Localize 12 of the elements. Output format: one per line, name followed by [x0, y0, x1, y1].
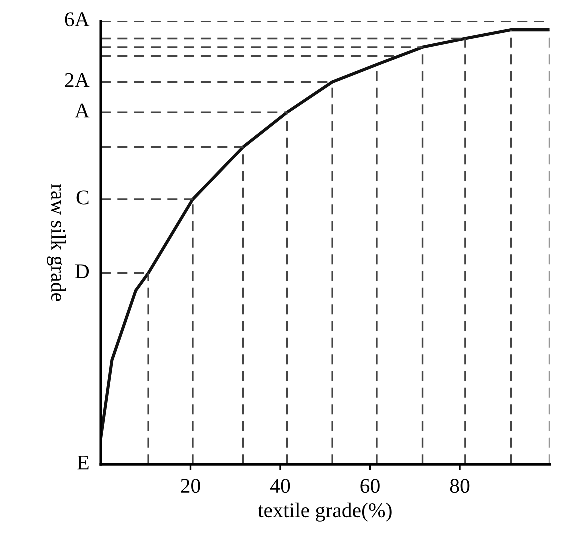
- x-tick-label: 40: [270, 479, 290, 494]
- x-tick-label: 80: [450, 479, 470, 494]
- y-axis-title: raw silk grade: [47, 184, 66, 302]
- ref-line-label: D: [75, 264, 90, 278]
- ref-line-label: A: [75, 104, 90, 118]
- ref-line-label: 6A: [65, 12, 90, 27]
- ref-line-label: 2A: [65, 73, 90, 88]
- text: E: [78, 456, 89, 470]
- x-tick-label: 20: [181, 479, 200, 494]
- x-tick-label: 60: [360, 479, 380, 494]
- x-axis-title: textile grade(%): [258, 502, 392, 522]
- ref-line-label: C: [76, 190, 89, 205]
